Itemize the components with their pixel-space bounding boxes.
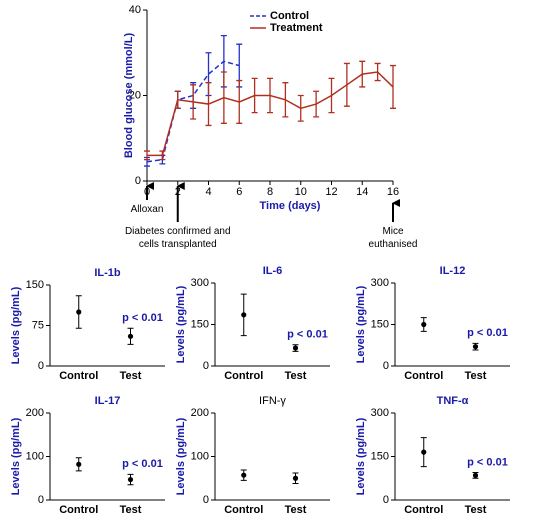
error-bar xyxy=(159,150,166,161)
point xyxy=(472,344,479,350)
error-bar xyxy=(174,90,181,109)
legend-label: Treatment xyxy=(270,22,323,34)
y-axis-label: Levels (pg/mL) xyxy=(355,417,367,495)
y-tick-label: 150 xyxy=(191,318,209,330)
x-tick-label: Test xyxy=(465,504,487,516)
error-bar xyxy=(282,82,289,118)
y-tick-label: 150 xyxy=(26,279,44,291)
error-bar xyxy=(343,62,350,107)
p-value: p < 0.01 xyxy=(467,327,508,339)
y-tick-label: 150 xyxy=(371,318,389,330)
point xyxy=(76,309,82,315)
x-tick-label: 14 xyxy=(356,186,368,198)
x-tick-label: Control xyxy=(224,504,263,516)
x-tick-label: Test xyxy=(285,504,307,516)
error-bar xyxy=(220,71,227,124)
x-tick-label: 10 xyxy=(295,186,307,198)
chart-title: IFN-γ xyxy=(259,395,286,407)
y-tick-label: 300 xyxy=(191,277,209,289)
legend-label: Control xyxy=(270,10,309,22)
y-tick-label: 40 xyxy=(129,4,141,16)
x-tick-label: Test xyxy=(465,370,487,382)
point xyxy=(241,312,247,318)
y-axis-label: Levels (pg/mL) xyxy=(175,417,187,495)
point xyxy=(292,345,299,351)
y-tick-label: 0 xyxy=(38,494,44,506)
x-tick-label: 16 xyxy=(387,186,399,198)
x-tick-label: Control xyxy=(59,504,98,516)
error-bar xyxy=(313,90,320,118)
error-bar xyxy=(359,60,366,88)
y-tick-label: 300 xyxy=(371,277,389,289)
x-tick-label: Control xyxy=(404,504,443,516)
error-bar xyxy=(205,82,212,127)
annotation: Mice euthanised xyxy=(368,226,418,250)
y-tick-label: 20 xyxy=(129,89,141,101)
point xyxy=(127,476,134,483)
chart-title: IL-1b xyxy=(94,267,121,279)
y-tick-label: 0 xyxy=(203,494,209,506)
x-tick-label: Control xyxy=(224,370,263,382)
y-tick-label: 200 xyxy=(191,407,209,419)
y-axis-label: Levels (pg/mL) xyxy=(10,417,22,495)
error-bar xyxy=(328,77,335,114)
error-bar xyxy=(190,84,197,120)
y-tick-label: 0 xyxy=(203,360,209,372)
y-tick-label: 0 xyxy=(135,175,141,187)
point xyxy=(127,333,134,339)
error-bar xyxy=(144,150,150,161)
error-bar xyxy=(374,62,381,82)
chart-title: IL-6 xyxy=(263,265,283,277)
error-bar xyxy=(297,94,304,122)
p-value: p < 0.01 xyxy=(122,458,163,470)
x-tick-label: Control xyxy=(59,370,98,382)
p-value: p < 0.01 xyxy=(122,312,163,324)
y-tick-label: 200 xyxy=(26,407,44,419)
p-value: p < 0.01 xyxy=(287,329,328,341)
y-tick-label: 0 xyxy=(38,360,44,372)
x-tick-label: Control xyxy=(404,370,443,382)
x-tick-label: 4 xyxy=(205,186,211,198)
x-tick-label: 8 xyxy=(267,186,273,198)
error-bar xyxy=(236,79,243,124)
chart-title: IL-12 xyxy=(440,265,466,277)
p-value: p < 0.01 xyxy=(467,456,508,468)
y-tick-label: 0 xyxy=(383,360,389,372)
annotation: Alloxan xyxy=(130,204,164,215)
y-tick-label: 300 xyxy=(371,407,389,419)
x-tick-label: Test xyxy=(285,370,307,382)
y-axis-label: Levels (pg/mL) xyxy=(10,286,22,364)
point xyxy=(292,475,299,481)
x-axis-label: Time (days) xyxy=(260,200,321,212)
error-bar xyxy=(267,77,273,114)
y-axis-label: Levels (pg/mL) xyxy=(355,285,367,363)
y-axis-label: Levels (pg/mL) xyxy=(175,285,187,363)
error-bar xyxy=(390,64,396,109)
y-tick-label: 0 xyxy=(383,494,389,506)
y-tick-label: 75 xyxy=(32,319,44,331)
y-tick-label: 150 xyxy=(371,450,389,462)
point xyxy=(421,321,427,328)
y-tick-label: 100 xyxy=(26,450,44,462)
annotation: Diabetes confirmed and cells transplante… xyxy=(124,226,231,250)
chart-title: TNF-α xyxy=(437,395,469,407)
point xyxy=(241,472,247,478)
x-tick-label: 6 xyxy=(236,186,242,198)
y-axis-label: Blood glucose (mmol/L) xyxy=(123,33,135,159)
y-tick-label: 100 xyxy=(191,450,209,462)
point xyxy=(76,461,82,467)
x-tick-label: Test xyxy=(120,370,142,382)
error-bar xyxy=(251,77,258,114)
point xyxy=(421,449,427,455)
x-tick-label: 12 xyxy=(325,186,337,198)
x-tick-label: Test xyxy=(120,504,142,516)
chart-title: IL-17 xyxy=(95,395,121,407)
point xyxy=(472,472,479,478)
